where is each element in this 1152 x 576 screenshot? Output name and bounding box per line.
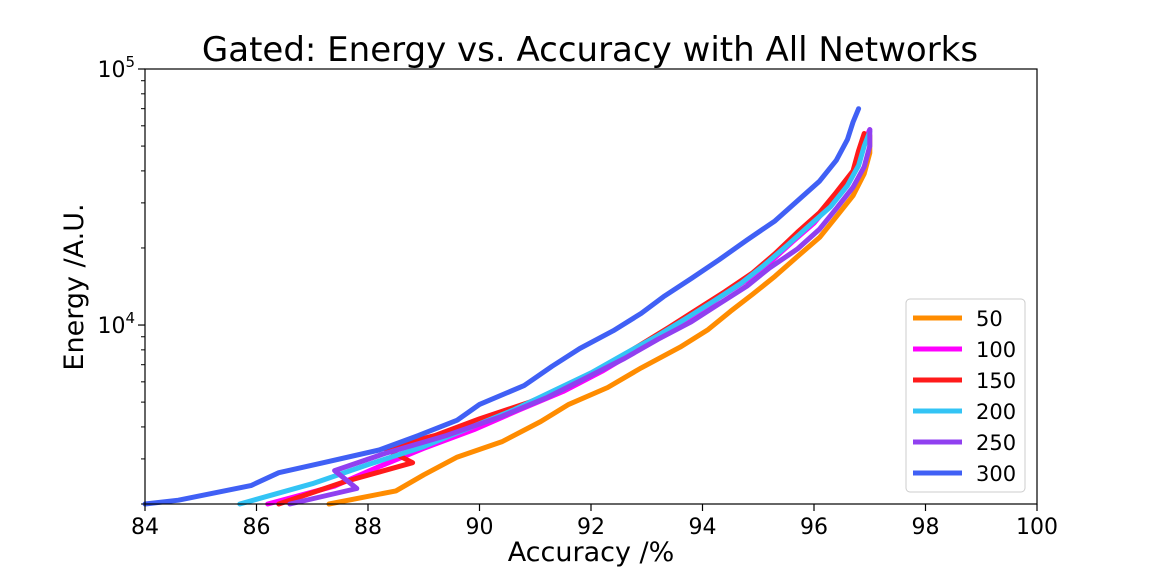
x-tick-label: 94 [689,515,717,540]
y-tick-label: 104 [97,309,135,339]
series-line-150 [276,131,867,507]
legend-label-200: 200 [976,400,1016,424]
series-line-100 [265,127,873,507]
series-line-250 [287,127,873,507]
plot-frame [144,68,1038,505]
x-tick-label: 96 [800,515,828,540]
x-tick-label: 98 [912,515,940,540]
x-tick-label: 84 [131,515,159,540]
y-tick-label: 105 [97,53,135,83]
legend-label-100: 100 [976,338,1016,362]
series-line-50 [326,133,873,507]
x-tick-label: 86 [243,515,271,540]
legend-label-50: 50 [976,307,1003,331]
series-layer [142,106,873,507]
legend-label-150: 150 [976,369,1016,393]
x-axis: 84 86 88 90 92 94 96 98 100 [131,504,1058,540]
x-tick-label: 100 [1016,515,1058,540]
series-line-200 [237,129,873,507]
x-axis-label: Accuracy /% [508,537,675,568]
legend-label-250: 250 [976,431,1016,455]
y-axis-label: Energy /A.U. [59,203,90,370]
chart-title: Gated: Energy vs. Accuracy with All Netw… [202,30,978,70]
legend-label-300: 300 [976,462,1016,486]
x-tick-label: 90 [466,515,494,540]
y-axis: 104 105 [97,53,145,505]
x-tick-label: 88 [354,515,382,540]
legend: 50 100 150 200 250 300 [905,298,1026,493]
x-tick-label: 92 [577,515,605,540]
series-line-300 [142,106,862,507]
